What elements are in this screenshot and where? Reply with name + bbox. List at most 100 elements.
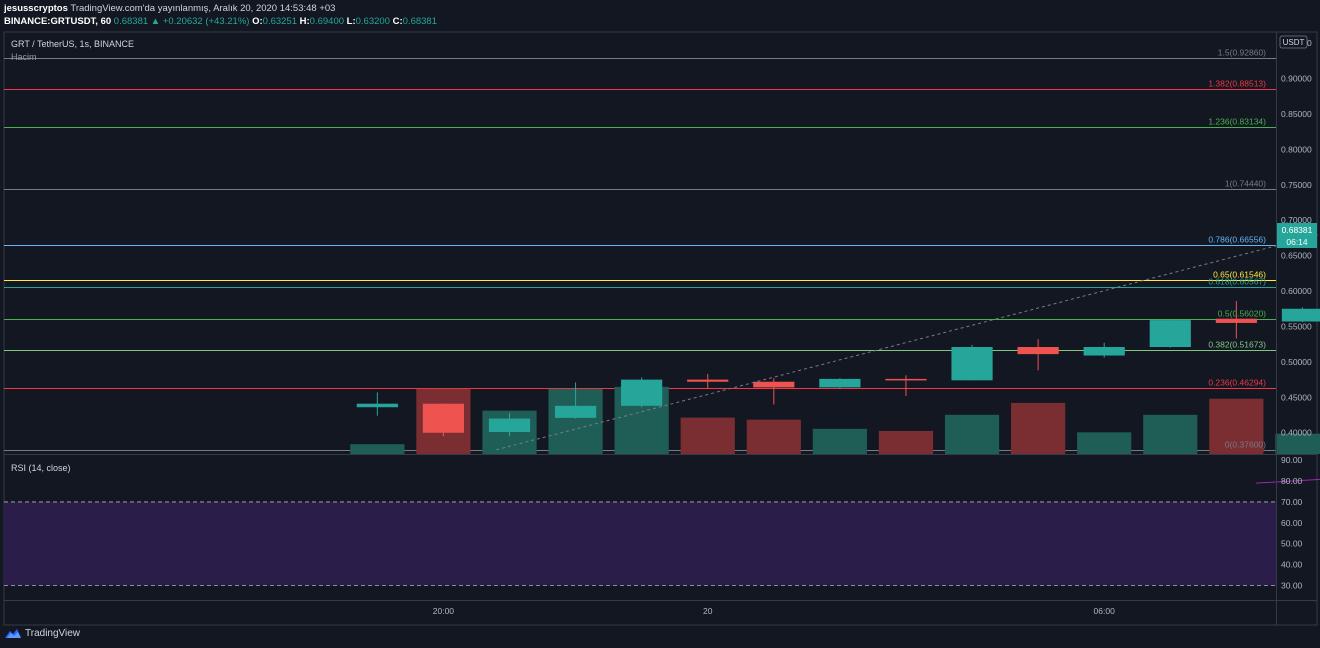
rsi-tick: 40.00 [1281,560,1303,570]
last-price-marker-text: 0.68381 [1282,225,1313,235]
price-tick: 0.65000 [1281,251,1312,261]
rsi-band-fill [4,501,1276,586]
volume-bar [1275,433,1320,454]
fib-label: 0(0.37600) [1225,440,1266,450]
currency-badge-text: USDT [1283,38,1305,47]
candle[interactable] [951,344,993,381]
candle[interactable] [422,403,465,437]
price-tick: 0.70000 [1281,215,1312,225]
brand-name: TradingView [25,628,81,639]
fibonacci-labels: 1.5(0.92860) 1.382(0.88513) 1.236(0.83134)… [1208,48,1266,450]
currency-badge[interactable] [1279,35,1308,49]
candle[interactable] [1215,300,1257,339]
volume-bar [680,417,735,454]
candle-body [488,418,531,433]
candle[interactable] [1281,307,1320,323]
candle[interactable] [356,392,398,416]
volume-bar [1209,398,1264,454]
rsi-tick: 70.00 [1281,497,1303,507]
candle[interactable] [1149,319,1191,348]
candle-body [687,379,729,382]
close-label: C: [392,16,403,27]
candle[interactable] [488,412,531,437]
fib-label: 0.5(0.56020) [1218,309,1266,319]
candle[interactable] [1017,339,1059,371]
price-axis[interactable]: 0.40000 0.45000 0.50000 0.55000 0.60000 0.650… [1281,38,1312,590]
price-tick: 0.75000 [1281,180,1312,190]
candle[interactable] [554,382,597,419]
rsi-tick: 80.00 [1281,476,1303,486]
candle[interactable] [1083,342,1125,358]
symbol-title: GRT / TetherUS, 1s, BINANCE [11,39,134,49]
high-value: 0.69400 [309,16,345,27]
candle-body [1149,320,1191,348]
fib-label: 0.618(0.60567) [1208,277,1266,287]
low-value: 0.63200 [355,16,390,27]
candle-body [554,405,597,418]
price-tick: 0.55000 [1281,321,1312,331]
rsi-tick: 90.00 [1281,455,1303,465]
price-tick: 0.40000 [1281,428,1312,438]
rsi-tick: 30.00 [1281,580,1303,590]
symbol-label: BINANCE:GRTUSDT, 60 [4,16,112,27]
candle-body [753,381,795,388]
time-tick: 20 [703,606,713,616]
volume-bar [812,428,867,454]
rsi-indicator[interactable] [4,471,1320,586]
candle-body [951,347,993,381]
tradingview-logo-icon [5,629,21,638]
candle-body [621,379,663,406]
last-price-marker [1277,223,1317,248]
volume-bar [746,419,801,454]
volume-bar [1011,402,1066,454]
chart-frame [3,31,1318,626]
candle-body [1083,347,1125,356]
candle-body [356,403,398,408]
rsi-tick: 50.00 [1281,539,1303,549]
close-value: 0.68381 [402,16,437,27]
candle[interactable] [687,373,729,389]
price-tick: 0.45000 [1281,392,1312,402]
price-tick: 0.85000 [1281,109,1312,119]
rsi-band-background [4,501,1276,586]
candle-body [885,378,927,381]
fib-label: 1.382(0.88513) [1208,79,1266,89]
open-value: 0.63251 [262,16,297,27]
candle[interactable] [885,375,927,396]
volume-bars [350,386,1320,454]
candlestick-series[interactable] [356,188,1320,437]
volume-label: Hacim [11,52,37,62]
volume-bar [1143,414,1198,454]
low-label: L: [346,16,356,27]
price-change: ▲ +0.20632 (+43.21%) [150,16,250,27]
candle-body [819,378,861,388]
publish-info: TradingView.com'da yayınlanmış, Aralık 2… [70,3,336,14]
candle[interactable] [819,378,861,389]
fib-label: 1.236(0.83134) [1208,117,1266,127]
candle[interactable] [621,377,663,408]
time-tick: 20:00 [433,606,455,616]
symbol-ohlc-line: BINANCE:GRTUSDT, 60 0.68381 ▲ +0.20632 (… [4,16,437,27]
volume-bar [944,414,1000,454]
candle-body [1215,318,1257,323]
tradingview-brand[interactable]: TradingView [4,628,80,639]
price-tick: 0.80000 [1281,144,1312,154]
candle[interactable] [753,378,795,405]
high-label: H: [299,16,310,27]
candle-body [1017,347,1059,355]
candle-body [422,403,465,433]
last-price: 0.68381 [113,16,149,27]
fib-label: 0.236(0.46294) [1208,378,1266,388]
author-name[interactable]: jesusscryptos [4,3,68,14]
rsi-label: RSI (14, close) [11,463,71,473]
fib-label: 1.5(0.92860) [1218,48,1266,58]
candle-body [1281,308,1320,322]
rsi-tick: 60.00 [1281,518,1303,528]
price-tick: 0.50000 [1281,357,1312,367]
open-label: O: [252,16,263,27]
countdown-text: 06:14 [1286,237,1308,247]
volume-bar [1077,432,1132,454]
fib-label: 0.65(0.61546) [1213,270,1266,280]
